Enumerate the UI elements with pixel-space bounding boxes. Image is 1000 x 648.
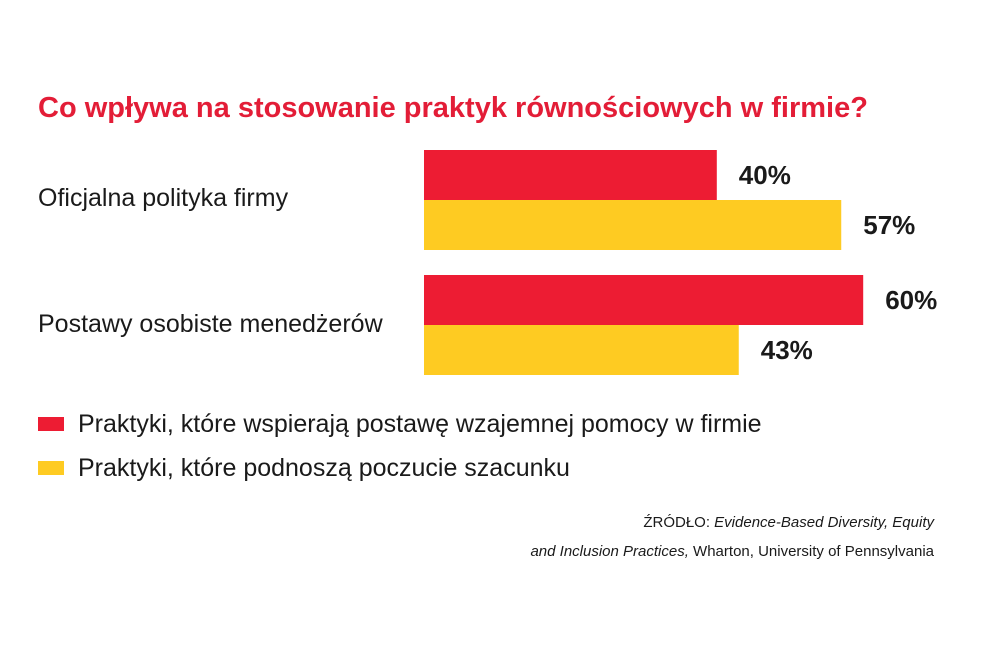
legend: Praktyki, które wspierają postawę wzajem… [38, 402, 762, 490]
bar-value-label: 43% [761, 335, 813, 365]
source-line-1: ŹRÓDŁO: Evidence-Based Diversity, Equity [530, 508, 934, 537]
source-line-2: and Inclusion Practices, Wharton, Univer… [530, 537, 934, 566]
source-publisher: Wharton, University of Pennsylvania [688, 543, 934, 560]
category-label-official-policy: Oficjalna polityka firmy [38, 184, 289, 212]
legend-swatch-red [38, 417, 64, 431]
bar-respect-1 [424, 325, 739, 375]
legend-label-respect: Praktyki, które podnoszą poczucie szacun… [78, 453, 570, 482]
source-title-part-1: Evidence-Based Diversity, Equity [714, 514, 934, 531]
bar-respect-0 [424, 200, 842, 250]
source-prefix: ŹRÓDŁO: [643, 514, 715, 531]
bar-mutual-help-0 [424, 150, 717, 200]
legend-item-mutual-help: Praktyki, które wspierają postawę wzajem… [38, 402, 762, 446]
source-title-part-2: and Inclusion Practices, [530, 543, 689, 560]
bar-value-label: 60% [885, 285, 937, 315]
chart-title: Co wpływa na stosowanie praktyk równości… [38, 92, 868, 124]
source-note: ŹRÓDŁO: Evidence-Based Diversity, Equity… [530, 508, 934, 566]
legend-label-mutual-help: Praktyki, które wspierają postawę wzajem… [78, 409, 762, 438]
legend-swatch-yellow [38, 461, 64, 475]
bar-value-label: 40% [739, 160, 791, 190]
category-label-manager-attitudes: Postawy osobiste menedżerów [38, 310, 383, 338]
bar-mutual-help-1 [424, 275, 864, 325]
bar-value-label: 57% [863, 210, 915, 240]
legend-item-respect: Praktyki, które podnoszą poczucie szacun… [38, 446, 762, 490]
